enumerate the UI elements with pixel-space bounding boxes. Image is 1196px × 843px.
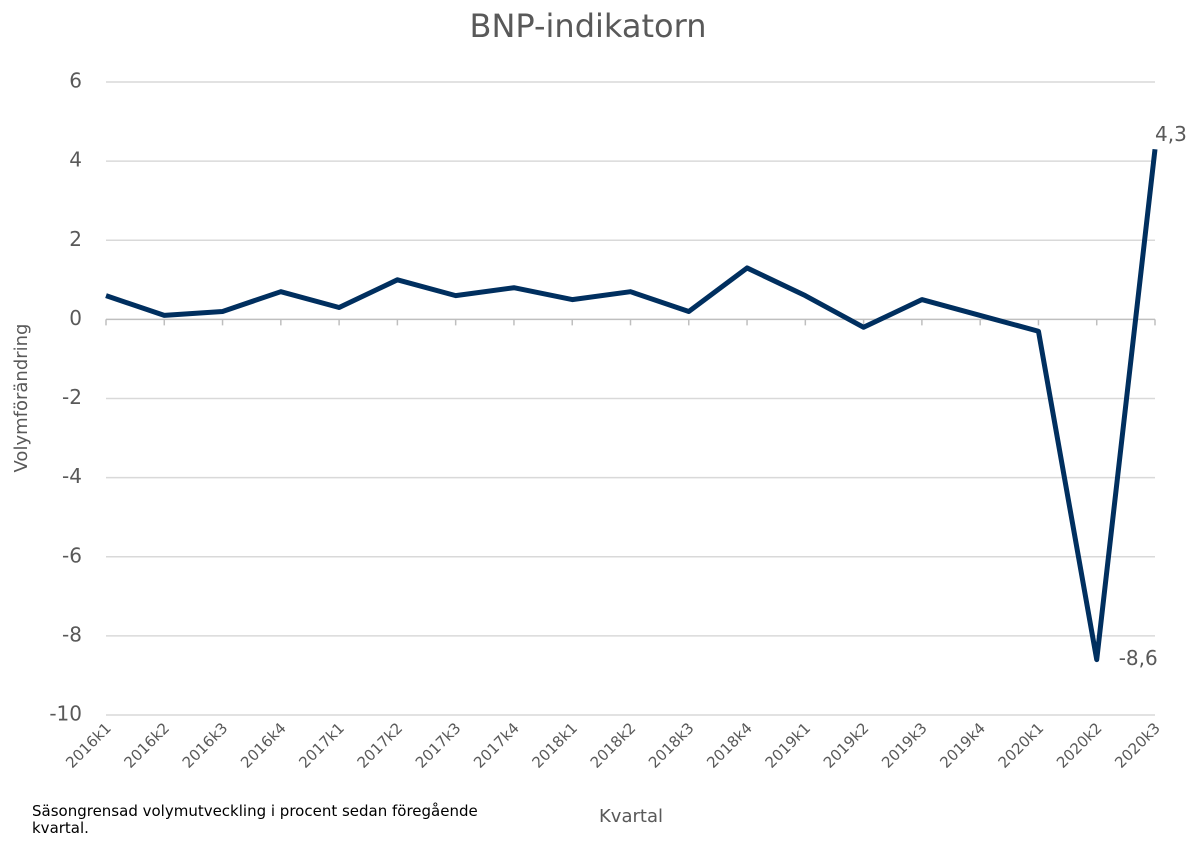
x-tick-label: 2020k3	[1111, 719, 1164, 772]
x-tick-label: 2020k1	[995, 719, 1048, 772]
data-label: -8,6	[1119, 646, 1158, 670]
x-tick-label: 2018k4	[703, 719, 756, 772]
x-axis-label: Kvartal	[599, 806, 663, 827]
x-tick-label: 2020k2	[1053, 719, 1106, 772]
x-tick-label: 2018k3	[645, 719, 698, 772]
y-tick-label: 2	[69, 227, 82, 251]
x-tick-label: 2019k1	[762, 719, 815, 772]
x-tick-label: 2019k2	[820, 719, 873, 772]
x-tick-label: 2019k3	[878, 719, 931, 772]
y-tick-label: 4	[69, 148, 82, 172]
y-tick-label: -2	[62, 385, 82, 409]
chart-title: BNP-indikatorn	[470, 7, 707, 45]
x-tick-label: 2019k4	[936, 719, 989, 772]
x-tick-label: 2017k3	[412, 719, 465, 772]
x-tick-label: 2018k2	[587, 719, 640, 772]
x-tick-label: 2016k4	[237, 719, 290, 772]
line	[105, 148, 1158, 663]
y-tick-label: -10	[49, 702, 82, 726]
y-tick-label: -8	[62, 622, 82, 646]
y-tick-label: 6	[69, 69, 82, 93]
y-tick-label: -6	[62, 543, 82, 567]
data-label: 4,3	[1155, 122, 1187, 146]
x-tick-label: 2017k4	[470, 719, 523, 772]
y-tick-label: -4	[62, 464, 82, 488]
x-tick-label: 2017k2	[354, 719, 407, 772]
x-tick-label: 2016k2	[120, 719, 173, 772]
x-tick-label: 2017k1	[295, 719, 348, 772]
x-tick-label: 2018k1	[528, 719, 581, 772]
y-tick-label: 0	[69, 306, 82, 330]
y-axis-label: Volymförändring	[11, 324, 32, 473]
x-tick-label: 2016k3	[179, 719, 232, 772]
x-tick-label: 2016k1	[62, 719, 115, 772]
footnote: Säsongrensad volymutveckling i procent s…	[32, 802, 478, 837]
